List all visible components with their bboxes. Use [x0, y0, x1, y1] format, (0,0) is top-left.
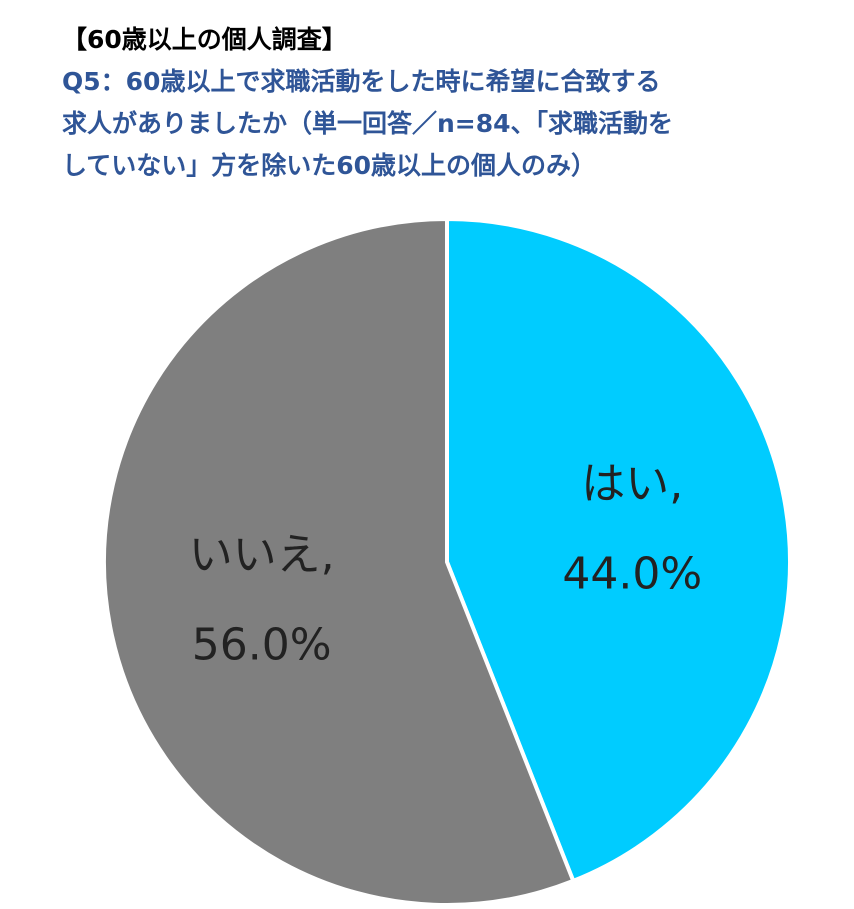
pie-slice	[445, 216, 792, 884]
slice-value-label: 56.0%	[192, 619, 332, 670]
pie-slice	[102, 216, 576, 907]
subtitle-line: していない」方を除いた60歳以上の個人のみ）	[62, 151, 596, 180]
slice-value-label: 44.0%	[562, 549, 702, 600]
slice-category-label: いいえ,	[189, 529, 335, 580]
chart-title: 【60歳以上の個人調査】	[62, 25, 347, 54]
subtitle-line: 求人がありましたか（単一回答／n=84、「求職活動を	[62, 109, 673, 138]
subtitle-line: Q5：60歳以上で求職活動をした時に希望に合致する	[62, 67, 660, 96]
slice-category-label: はい,	[581, 459, 683, 510]
